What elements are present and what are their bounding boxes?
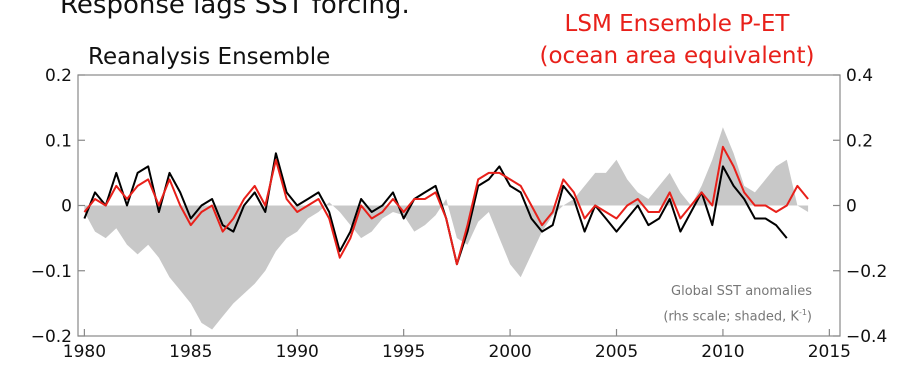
slide-heading: Response lags SST forcing. [60,0,410,20]
lsm-title-line2: (ocean area equivalent) [539,43,815,69]
x-tick-label: 1995 [382,342,425,362]
y-left-tick-label: −0.1 [31,262,72,282]
sst-annotation-line2: (rhs scale; shaded, K-1) [663,308,812,325]
y-right-tick-label: 0.4 [846,66,873,86]
lsm-title-line1: LSM Ensemble P-ET [564,11,790,37]
axes: 1980 1985 1990 1995 2000 2005 2010 2015 0.2 0.1 0 −… [31,66,888,362]
x-tick-label: 1990 [276,342,319,362]
y-right-tick-label: 0 [846,197,857,217]
x-tick-label: 2010 [701,342,744,362]
y-left-tick-label: 0 [61,197,72,217]
x-tick-label: 1980 [63,342,106,362]
plot-area [83,127,809,330]
y-left-tick-label: 0.2 [45,66,72,86]
y-left-tick-label: 0.1 [45,131,72,151]
y-right-tick-label: −0.2 [846,262,887,282]
lsm-title: LSM Ensemble P-ET (ocean area equivalent… [522,8,832,72]
y-right-tick-label: 0.2 [846,131,873,151]
sst-annotation: Global SST anomalies (rhs scale; shaded,… [600,281,812,327]
reanalysis-line [83,152,788,266]
reanalysis-title: Reanalysis Ensemble [88,44,331,70]
y-right-tick-label: −0.4 [846,327,887,347]
sst-annotation-line1: Global SST anomalies [671,284,812,299]
y-left-tick-label: −0.2 [31,327,72,347]
x-tick-label: 2000 [488,342,531,362]
x-tick-label: 2015 [808,342,851,362]
x-tick-label: 1985 [169,342,212,362]
lsm-line [83,145,809,266]
x-tick-label: 2005 [595,342,638,362]
